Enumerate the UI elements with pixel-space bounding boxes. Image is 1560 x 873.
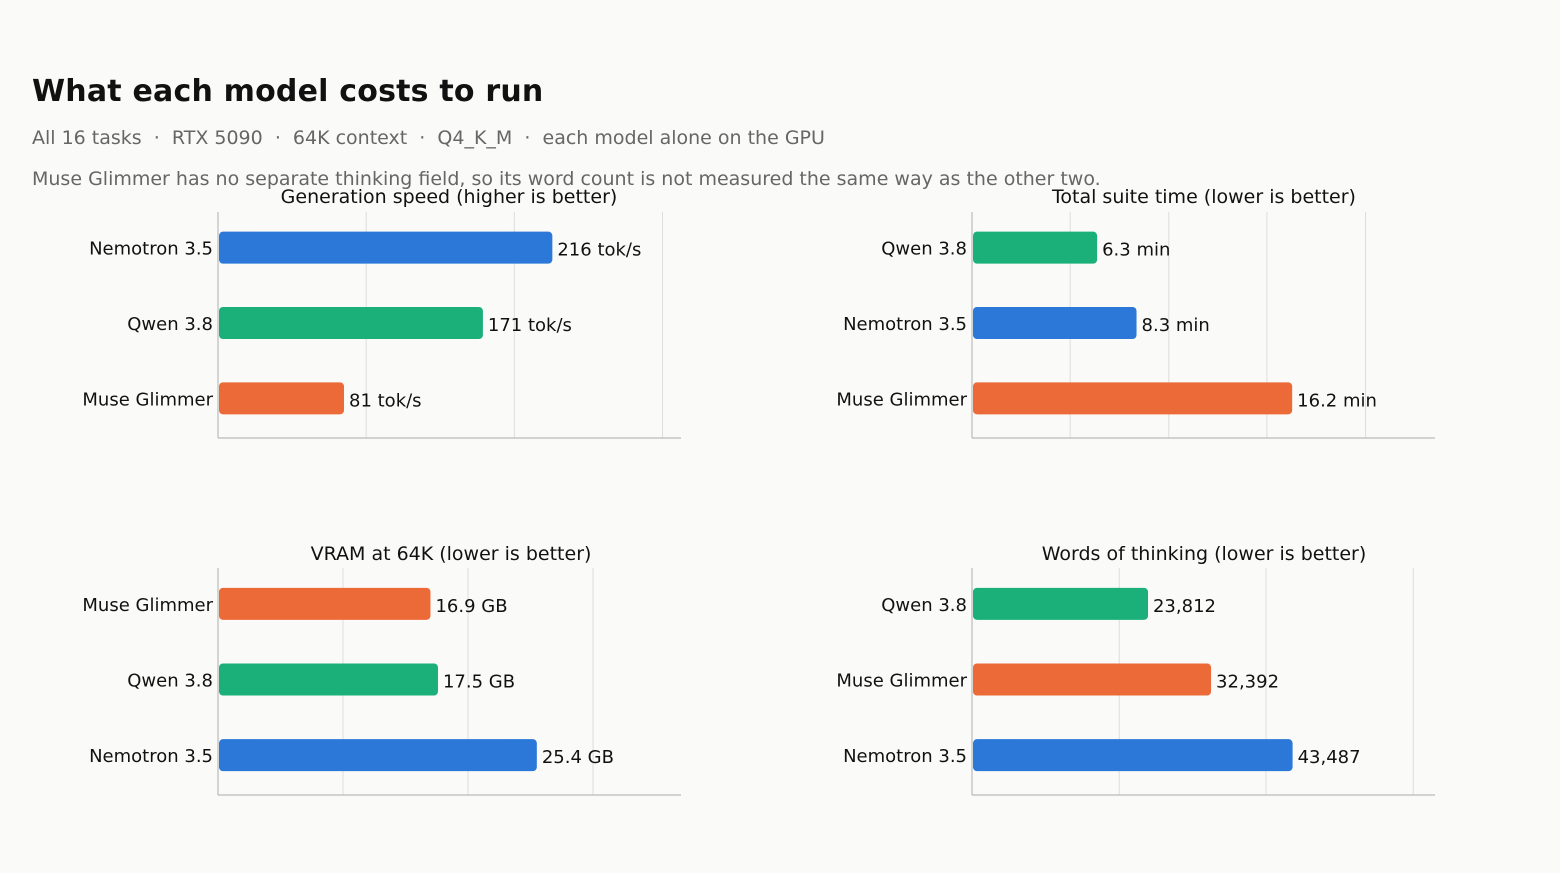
chart-title: Words of thinking (lower is better) <box>1042 543 1367 565</box>
bar <box>219 739 537 772</box>
category-label: Qwen 3.8 <box>881 239 967 260</box>
page-title: What each model costs to run <box>32 74 544 109</box>
bar <box>219 307 483 339</box>
bar <box>973 382 1293 415</box>
category-label: Qwen 3.8 <box>881 595 967 616</box>
category-label: Qwen 3.8 <box>127 314 213 335</box>
chart-title: Total suite time (lower is better) <box>1051 186 1356 208</box>
value-label: 171 tok/s <box>488 315 572 336</box>
chart-title: VRAM at 64K (lower is better) <box>311 543 592 565</box>
category-label: Muse Glimmer <box>82 595 213 616</box>
value-label: 17.5 GB <box>443 672 515 693</box>
category-label: Nemotron 3.5 <box>843 746 967 767</box>
bar <box>973 663 1212 696</box>
bar <box>219 663 438 696</box>
category-label: Muse Glimmer <box>82 389 213 410</box>
value-label: 16.9 GB <box>435 596 507 617</box>
page-subtitle: All 16 tasks · RTX 5090 · 64K context · … <box>32 127 825 149</box>
value-label: 43,487 <box>1298 747 1361 768</box>
value-label: 81 tok/s <box>349 390 422 411</box>
value-label: 25.4 GB <box>542 747 614 768</box>
category-label: Muse Glimmer <box>836 389 967 410</box>
chart-title: Generation speed (higher is better) <box>281 186 618 208</box>
value-label: 32,392 <box>1216 672 1279 693</box>
value-label: 6.3 min <box>1102 240 1170 261</box>
bar <box>973 307 1137 339</box>
category-label: Nemotron 3.5 <box>89 746 213 767</box>
category-label: Qwen 3.8 <box>127 671 213 692</box>
bar <box>219 231 553 264</box>
page-note: Muse Glimmer has no separate thinking fi… <box>32 168 1101 190</box>
bar <box>219 382 345 415</box>
bar <box>219 587 431 620</box>
value-label: 16.2 min <box>1297 390 1377 411</box>
value-label: 216 tok/s <box>557 240 641 261</box>
bar <box>973 587 1148 620</box>
category-label: Nemotron 3.5 <box>89 239 213 260</box>
bar <box>973 231 1098 264</box>
category-label: Muse Glimmer <box>836 671 967 692</box>
category-label: Nemotron 3.5 <box>843 314 967 335</box>
value-label: 8.3 min <box>1142 315 1210 336</box>
bar <box>973 739 1293 772</box>
value-label: 23,812 <box>1153 596 1216 617</box>
